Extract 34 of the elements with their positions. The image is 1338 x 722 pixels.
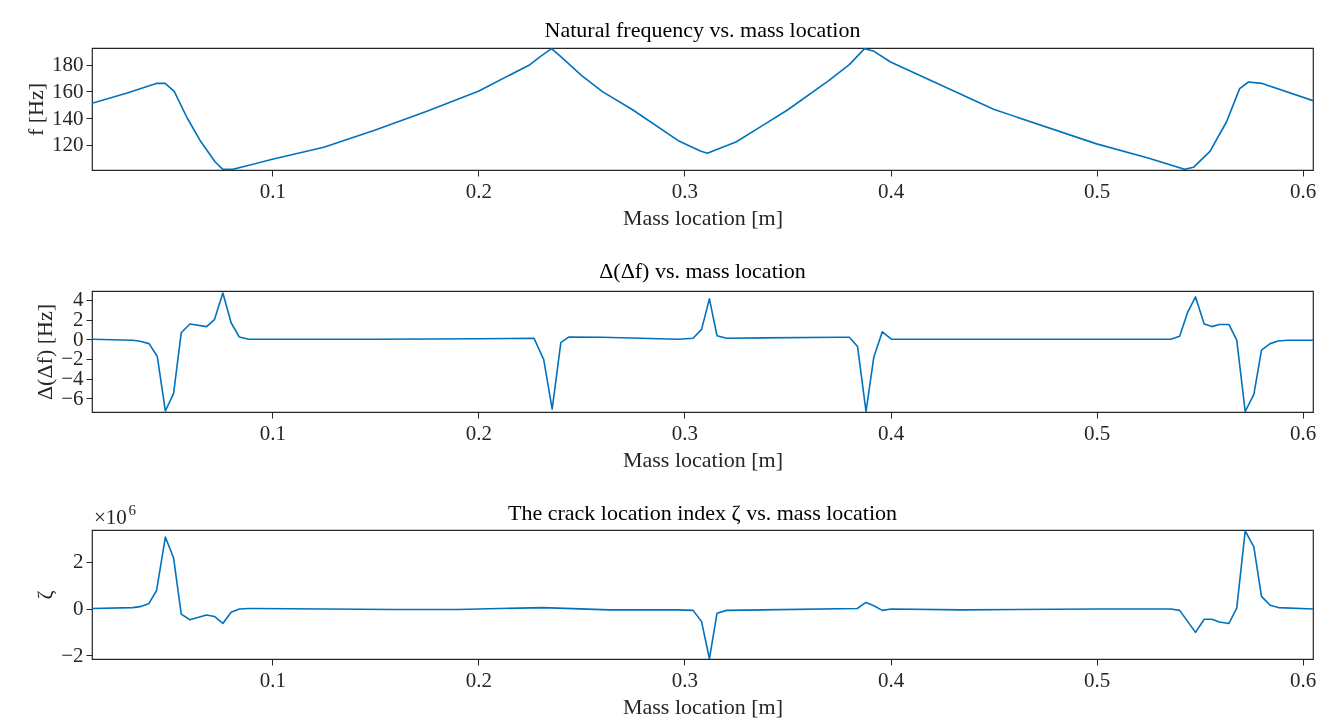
x-tick-label: 0.5 [1084,178,1111,203]
x-tick-label: 0.2 [465,420,493,445]
y-tick-label: 0 [73,596,84,621]
x-tick-label: 0.1 [259,420,286,445]
y-tick-label: 160 [52,78,84,103]
x-tick-label: 0.3 [671,178,699,203]
y-tick-label: 180 [52,52,84,77]
y-axis-title: Δ(Δf) [Hz] [32,303,58,401]
y-axis-title: f [Hz] [23,82,48,137]
x-axis-title: Mass location [m] [622,204,784,230]
x-tick-label: 0.3 [671,667,699,692]
x-tick-label: 0.2 [465,178,493,203]
x-tick-label: 0.4 [877,178,905,203]
chart-title: Natural frequency vs. mass location [544,17,861,42]
chart-title: Δ(Δf) vs. mass location [599,257,806,283]
x-tick-label: 0.6 [1290,667,1317,692]
x-tick-label: 0.5 [1084,667,1111,692]
x-tick-label: 0.4 [877,667,905,692]
x-tick-label: 0.4 [877,420,905,445]
x-tick-label: 0.3 [671,420,699,445]
x-axis-title: Mass location [m] [622,446,784,472]
x-tick-label: 0.6 [1290,178,1317,203]
y-tick-label: 120 [52,132,84,157]
y-tick-label: −2 [61,642,84,667]
y-axis-title: ζ [32,590,58,600]
x-tick-label: 0.6 [1290,420,1317,445]
x-tick-label: 0.1 [259,667,286,692]
x-tick-label: 0.2 [465,667,493,692]
y-tick-label: 2 [73,549,84,574]
x-axis-title: Mass location [m] [622,693,784,719]
y-tick-label: 140 [52,105,84,130]
x-tick-label: 0.5 [1084,420,1111,445]
chart-title: The crack location index ζ vs. mass location [507,500,898,525]
x-tick-label: 0.1 [259,178,286,203]
